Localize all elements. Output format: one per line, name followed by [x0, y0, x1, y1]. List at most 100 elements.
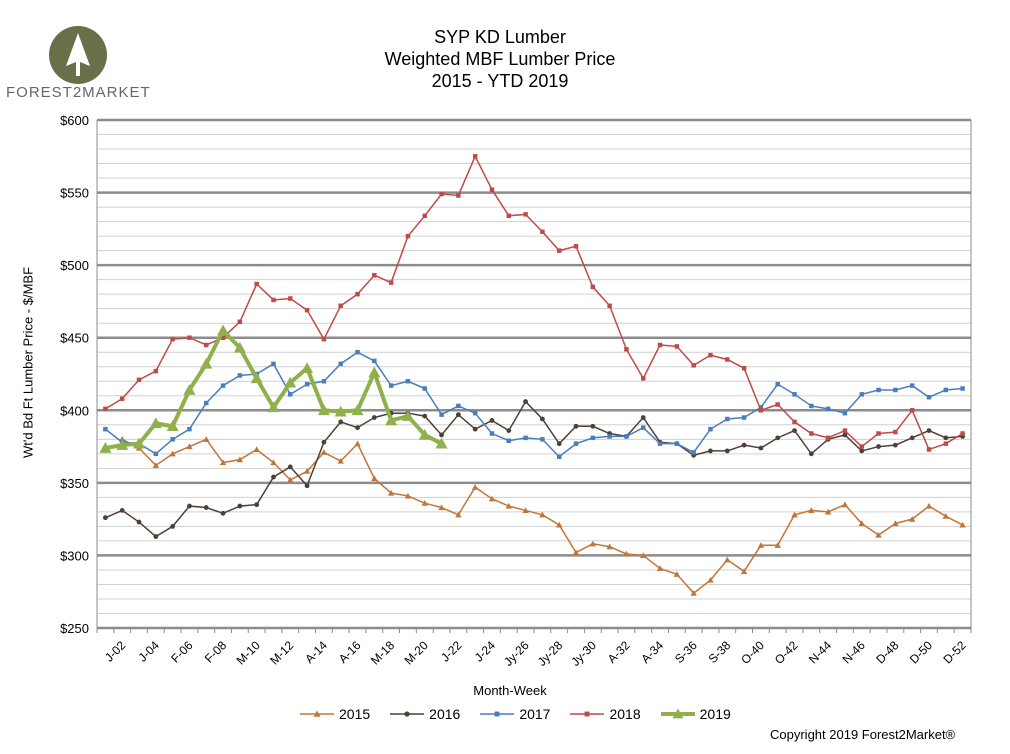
- data-point-2017: [641, 425, 646, 430]
- data-point-2019: [267, 401, 280, 413]
- y-tick-label: $300: [60, 548, 89, 563]
- data-point-2017: [876, 387, 881, 393]
- x-tick-label: A-34: [638, 638, 666, 666]
- data-point-2018: [220, 335, 226, 340]
- data-point-2017: [472, 410, 478, 416]
- data-point-2015: [320, 449, 328, 455]
- x-tick-label: J-22: [438, 638, 465, 665]
- data-point-2018: [136, 377, 142, 383]
- legend-label: 2016: [429, 706, 461, 722]
- data-point-2017: [103, 426, 108, 432]
- legend-swatch: [300, 710, 334, 717]
- data-point-2018: [338, 303, 343, 309]
- chart-title-line-1: SYP KD Lumber: [434, 27, 566, 47]
- legend-label: 2015: [339, 706, 371, 722]
- data-point-2018: [691, 363, 696, 368]
- data-point-2018: [540, 229, 545, 234]
- legend-item-2015: 2015: [300, 706, 370, 722]
- data-point-2018: [926, 447, 932, 452]
- data-point-2015: [387, 489, 395, 496]
- data-point-2018: [641, 376, 646, 381]
- data-point-2018: [489, 187, 495, 192]
- data-point-2017: [523, 435, 528, 441]
- y-axis: $250 $300 $350 $400 $450 $500 $550 $600: [60, 113, 89, 636]
- data-point-2015: [640, 552, 647, 558]
- x-tick-label: O-40: [738, 638, 767, 667]
- data-point-2016: [792, 428, 797, 434]
- x-tick-label: N-46: [840, 638, 869, 667]
- data-point-2016: [943, 435, 949, 441]
- y-tick-label: $550: [60, 186, 89, 201]
- x-tick-label: Jy-26: [501, 638, 532, 669]
- data-point-2015: [186, 443, 193, 450]
- data-point-2017: [926, 394, 932, 400]
- data-point-2019: [200, 357, 213, 369]
- x-tick-label: S-36: [672, 638, 700, 666]
- x-tick-label: J-04: [136, 638, 163, 665]
- data-point-2018: [170, 336, 175, 342]
- data-point-2018: [472, 154, 478, 159]
- data-point-2015: [219, 459, 227, 466]
- x-tick-label: M-10: [234, 638, 263, 667]
- data-point-2016: [506, 428, 512, 434]
- data-point-2018: [741, 365, 747, 371]
- data-point-2016: [321, 439, 327, 445]
- data-point-2017: [657, 441, 663, 446]
- legend-swatch: [390, 711, 425, 717]
- legend-item-2017: 2017: [480, 706, 550, 722]
- data-point-2015: [354, 440, 361, 447]
- data-point-2018: [775, 402, 780, 407]
- data-point-2015: [152, 462, 160, 468]
- data-point-2018: [859, 444, 864, 449]
- x-tick-label: A-16: [336, 638, 364, 666]
- data-point-2016: [573, 423, 579, 429]
- x-axis-label: Month-Week: [473, 683, 547, 698]
- data-point-2017: [842, 410, 848, 416]
- x-axis: J-02 J-04 F-06 F-08 M-10 M-12 A-14 A-16 M-18 M-20…: [96, 628, 972, 669]
- series-2016: [103, 399, 965, 539]
- data-point-2017: [775, 381, 780, 387]
- data-point-2018: [909, 408, 915, 413]
- data-point-2015: [656, 565, 664, 572]
- data-point-2018: [204, 342, 209, 348]
- data-point-2019: [284, 376, 297, 388]
- data-point-2017: [304, 381, 310, 387]
- data-point-2016: [287, 464, 293, 470]
- data-point-2016: [640, 415, 646, 420]
- x-tick-label: S-38: [706, 638, 734, 666]
- x-tick-label: O-42: [772, 638, 801, 667]
- data-point-2016: [489, 418, 495, 423]
- data-point-2019: [166, 420, 179, 432]
- data-point-2017: [556, 454, 562, 459]
- x-tick-label: F-08: [202, 638, 230, 666]
- data-point-2017: [893, 387, 898, 393]
- data-point-2018: [372, 273, 377, 278]
- data-point-2015: [303, 468, 311, 474]
- y-tick-label: $350: [60, 476, 89, 491]
- data-point-2015: [959, 521, 966, 528]
- legend-swatch: [480, 711, 515, 717]
- data-point-2016: [136, 519, 142, 525]
- data-point-2015: [606, 543, 613, 550]
- data-point-2019: [401, 410, 414, 421]
- data-point-2018: [187, 335, 192, 340]
- data-point-2019: [133, 437, 146, 449]
- data-point-2015: [841, 501, 849, 508]
- data-point-2018: [254, 281, 259, 287]
- data-point-2017: [506, 438, 512, 444]
- data-point-2017: [624, 434, 629, 439]
- x-tick-label: A-14: [302, 638, 330, 666]
- data-point-2018: [809, 431, 814, 436]
- x-tick-label: M-20: [402, 638, 431, 667]
- data-point-2015: [505, 502, 512, 509]
- series-line-2016: [105, 400, 963, 538]
- data-point-2017: [439, 412, 444, 417]
- data-point-2015: [808, 507, 815, 513]
- data-point-2017: [456, 403, 461, 409]
- data-point-2018: [893, 429, 898, 435]
- data-point-2015: [673, 571, 681, 577]
- data-point-2017: [220, 383, 226, 388]
- data-point-2016: [220, 510, 226, 516]
- data-point-2017: [388, 383, 394, 388]
- data-point-2016: [909, 435, 915, 441]
